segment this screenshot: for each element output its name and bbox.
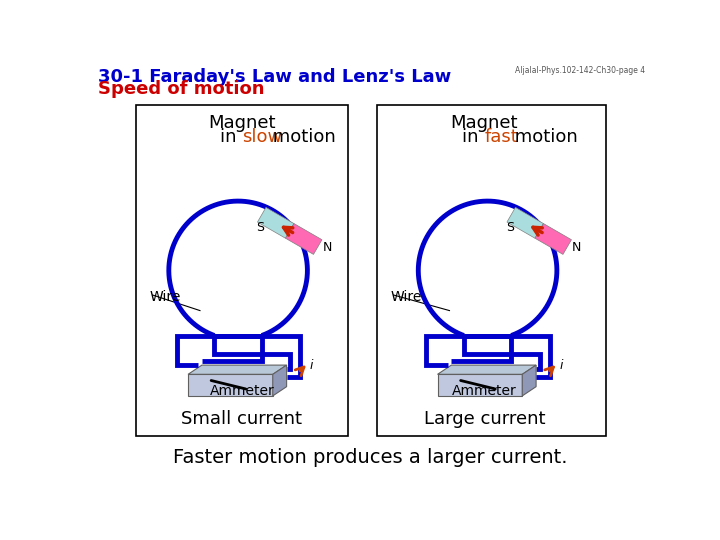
Text: Aljalal-Phys.102-142-Ch30-page 4: Aljalal-Phys.102-142-Ch30-page 4 xyxy=(515,65,644,75)
Text: i: i xyxy=(310,360,313,373)
Text: Magnet: Magnet xyxy=(208,114,276,132)
Text: Magnet: Magnet xyxy=(451,114,518,132)
Polygon shape xyxy=(273,365,287,396)
Text: S: S xyxy=(505,221,513,234)
Text: in: in xyxy=(220,128,242,146)
Polygon shape xyxy=(188,374,273,396)
Polygon shape xyxy=(522,365,536,396)
Text: Large current: Large current xyxy=(424,410,545,428)
Polygon shape xyxy=(285,224,322,254)
Bar xyxy=(135,105,348,436)
Text: Wire: Wire xyxy=(150,291,181,305)
Polygon shape xyxy=(438,374,522,396)
Text: Ammeter: Ammeter xyxy=(452,384,517,399)
Text: motion: motion xyxy=(509,128,578,146)
Text: i: i xyxy=(559,360,563,373)
Text: Small current: Small current xyxy=(181,410,302,428)
Text: Wire: Wire xyxy=(390,291,422,305)
Text: Speed of motion: Speed of motion xyxy=(98,80,264,98)
Text: slow: slow xyxy=(242,128,282,146)
Text: motion: motion xyxy=(266,128,336,146)
Text: N: N xyxy=(572,240,581,254)
Text: S: S xyxy=(256,221,264,234)
Text: in: in xyxy=(462,128,485,146)
Text: fast: fast xyxy=(485,128,518,146)
Polygon shape xyxy=(258,207,294,238)
Polygon shape xyxy=(438,365,536,374)
Text: Faster motion produces a larger current.: Faster motion produces a larger current. xyxy=(174,448,568,467)
Text: 30-1 Faraday's Law and Lenz's Law: 30-1 Faraday's Law and Lenz's Law xyxy=(98,68,451,86)
Polygon shape xyxy=(188,365,287,374)
Polygon shape xyxy=(535,224,572,254)
Polygon shape xyxy=(507,207,544,238)
Text: N: N xyxy=(323,240,332,254)
Bar xyxy=(377,105,606,436)
Text: Ammeter: Ammeter xyxy=(210,384,274,399)
